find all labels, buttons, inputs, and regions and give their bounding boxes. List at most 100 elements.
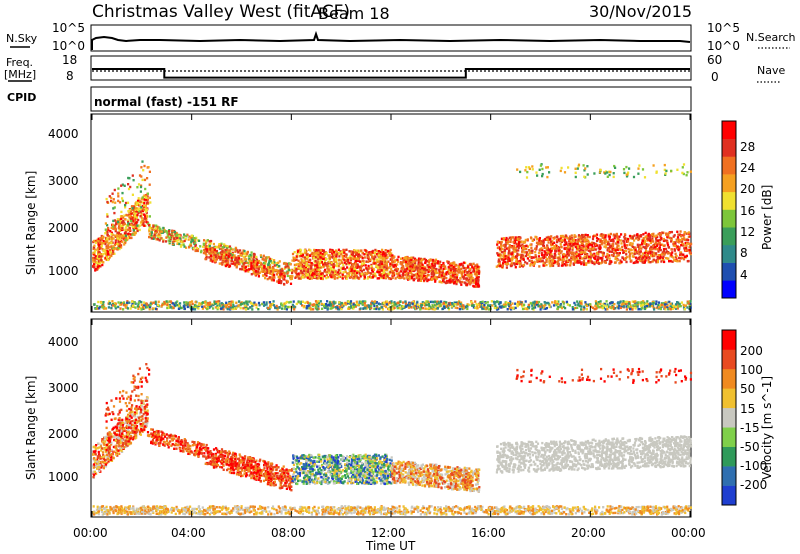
range-cell <box>98 260 101 263</box>
range-cell <box>448 280 451 283</box>
range-cell <box>595 233 599 236</box>
range-cell <box>661 243 664 246</box>
range-cell <box>329 268 332 272</box>
range-cell <box>423 257 426 261</box>
range-cell <box>643 176 647 179</box>
range-cell <box>337 269 340 272</box>
range-cell <box>545 247 548 250</box>
range-cell <box>139 203 142 206</box>
range-cell <box>512 247 515 250</box>
range-cell <box>567 254 570 257</box>
range-cell <box>114 235 117 238</box>
range-cell <box>664 173 667 176</box>
range-cell <box>306 255 309 258</box>
range-cell <box>647 256 650 259</box>
range-cell <box>247 264 250 268</box>
range-cell <box>427 270 430 273</box>
range-cell <box>400 262 403 266</box>
range-cell <box>121 227 124 230</box>
range-cell <box>138 228 141 232</box>
range-cell <box>344 275 347 278</box>
range-cell <box>641 243 644 246</box>
range-cell <box>575 248 578 251</box>
range-cell <box>641 252 644 255</box>
freq-tick-bottom: 8 <box>66 69 74 83</box>
range-cell <box>446 271 449 274</box>
range-cell <box>265 269 268 272</box>
range-cell <box>103 305 106 309</box>
range-cell <box>386 260 389 263</box>
range-cell <box>146 198 150 201</box>
range-cell <box>599 169 602 172</box>
range-cell <box>542 264 545 267</box>
range-cell <box>111 300 114 303</box>
range-cell <box>584 233 587 237</box>
range-cell <box>139 185 143 189</box>
range-cell <box>404 270 407 273</box>
range-cell <box>566 259 570 263</box>
range-cell <box>369 258 372 261</box>
range-cell <box>607 242 610 245</box>
range-cell <box>391 260 394 263</box>
range-cell <box>643 254 646 257</box>
range-cell <box>512 249 515 252</box>
range-cell <box>390 268 393 271</box>
range-cell <box>631 245 634 248</box>
range-cell <box>222 253 225 256</box>
range-cell <box>663 244 666 247</box>
range-cell <box>475 274 478 277</box>
range-cell <box>473 285 476 288</box>
range-cell <box>314 265 317 268</box>
range-cell <box>382 250 385 254</box>
range-cell <box>354 268 357 271</box>
range-cell <box>313 272 316 275</box>
range-cell <box>468 272 471 275</box>
range-cell <box>255 258 259 262</box>
range-cell <box>545 236 548 239</box>
range-cell <box>409 267 413 270</box>
range-cell <box>604 259 607 263</box>
range-cell <box>522 244 525 248</box>
range-cell <box>280 267 283 271</box>
range-cell <box>374 255 377 259</box>
range-cell <box>440 276 443 279</box>
range-cell <box>317 305 320 308</box>
range-cell <box>601 259 604 262</box>
range-cell <box>271 271 275 274</box>
range-cell <box>602 306 606 309</box>
range-cell <box>605 300 608 303</box>
range-cell <box>570 255 573 258</box>
range-cell <box>612 247 615 251</box>
range-cell <box>293 251 296 254</box>
range-cell <box>505 240 508 243</box>
range-cell <box>651 248 654 251</box>
range-cell <box>645 244 648 247</box>
range-cell <box>95 255 98 258</box>
range-cell <box>301 253 305 257</box>
range-cell <box>643 260 646 263</box>
range-cell <box>593 172 596 175</box>
range-cell <box>504 257 507 261</box>
range-cell <box>623 241 626 244</box>
range-cell <box>241 252 245 255</box>
range-cell <box>420 273 423 276</box>
range-cell <box>562 305 565 308</box>
range-cell <box>139 210 142 213</box>
range-cell <box>427 265 430 269</box>
range-cell <box>314 250 317 253</box>
range-cell <box>162 240 165 243</box>
range-cell <box>587 259 590 263</box>
range-cell <box>522 254 525 257</box>
range-cell <box>107 226 110 230</box>
range-cell <box>101 255 104 258</box>
range-cell <box>222 308 225 311</box>
range-cell <box>94 239 97 243</box>
range-cell <box>386 256 389 259</box>
range-cell <box>474 264 477 267</box>
range-cell <box>593 256 596 260</box>
range-cell <box>596 244 599 247</box>
range-cell <box>616 240 620 243</box>
range-cell <box>204 247 207 251</box>
range-cell <box>621 248 624 252</box>
range-cell <box>450 264 453 267</box>
